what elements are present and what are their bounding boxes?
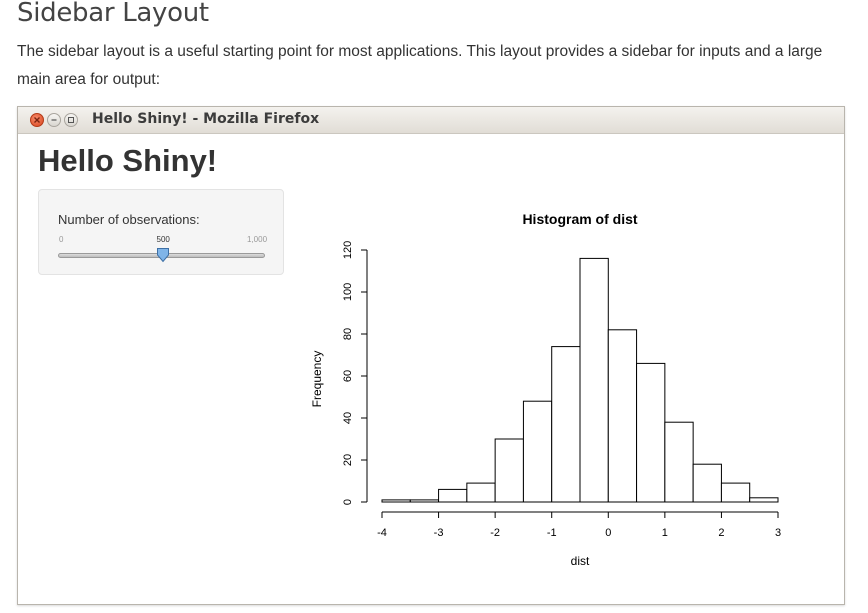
y-tick-label: 80 [342,328,354,340]
intro-paragraph: The sidebar layout is a useful starting … [17,43,823,88]
histogram-bar [720,482,751,503]
x-tick-label: -3 [434,527,444,539]
slider-value-label: 500 [156,235,170,244]
histogram-plot: Histogram of dist dist Frequency -4 -3 -2 -… [310,211,781,568]
x-tick-label: 3 [775,527,781,539]
y-tick-label: 40 [342,412,354,424]
browser-window: Hello Shiny! - Mozilla Firefox Hello Shi… [17,106,845,605]
slider-max-label: 1,000 [247,235,268,244]
slider-label: Number of observations: [58,212,200,227]
histogram-bar [466,482,496,503]
histogram-bar [749,497,779,503]
histogram-bar [636,362,666,503]
sidebar-panel: Number of observations: 0 500 1,000 [38,189,284,275]
x-tick-label: 1 [662,527,668,539]
histogram-bar [494,438,524,503]
window-minimize-button[interactable] [47,113,61,127]
window-maximize-button[interactable] [64,113,78,127]
app-title: Hello Shiny! [38,143,218,178]
window-titlebar[interactable]: Hello Shiny! - Mozilla Firefox [18,107,844,134]
x-tick-label: -1 [547,527,557,539]
histogram-bar [579,257,609,503]
maximize-icon [68,117,74,123]
y-tick-label: 0 [342,499,354,505]
window-title: Hello Shiny! - Mozilla Firefox [92,111,320,127]
y-tick-label: 60 [342,370,354,382]
y-axis-label: Frequency [310,351,324,408]
slider-handle[interactable] [156,247,170,263]
y-tick-label: 20 [342,454,354,466]
page-title: Sidebar Layout [17,0,209,28]
x-tick-label: 2 [718,527,724,539]
histogram-bar [409,499,440,503]
histogram-bar [551,346,581,503]
x-tick-label: -2 [490,527,500,539]
histogram-bar [381,499,411,503]
y-tick-label: 120 [342,241,354,259]
histogram-bar [692,463,722,503]
histogram-bar [522,400,553,503]
window-close-button[interactable] [30,113,44,127]
x-axis-label: dist [571,554,590,568]
x-tick-label: -4 [377,527,387,539]
minimize-icon [51,119,57,121]
x-tick-label: 0 [605,527,611,539]
histogram-bar [607,329,638,503]
plot-title: Histogram of dist [522,211,637,227]
y-tick-label: 100 [342,283,354,301]
histogram-bar [438,488,468,503]
histogram-bar [664,421,694,503]
close-icon [34,117,40,123]
slider-min-label: 0 [59,235,64,244]
